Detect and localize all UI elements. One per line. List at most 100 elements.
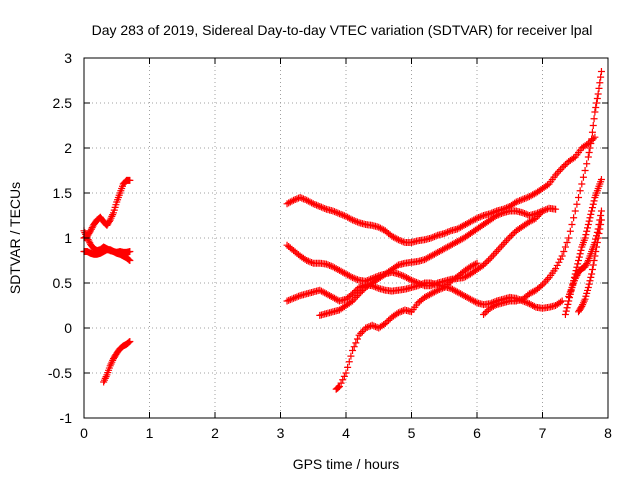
data-point — [352, 275, 360, 283]
data-point — [291, 294, 299, 302]
data-point — [574, 260, 582, 268]
x-tick-label: 7 — [539, 425, 547, 441]
data-point — [365, 323, 373, 331]
x-tick-label: 3 — [277, 425, 285, 441]
data-point — [335, 383, 343, 391]
x-tick-label: 1 — [146, 425, 154, 441]
series-arc-3 — [80, 176, 134, 242]
data-point — [306, 258, 314, 266]
data-point — [124, 255, 132, 263]
data-point — [534, 209, 542, 217]
data-point — [283, 297, 291, 305]
y-tick-label: 2.5 — [53, 95, 73, 111]
data-point — [543, 181, 551, 189]
data-point — [432, 287, 440, 295]
data-point — [353, 292, 361, 300]
data-point — [471, 260, 479, 268]
data-point — [347, 352, 355, 360]
data-point — [530, 302, 538, 310]
data-point — [589, 122, 597, 129]
data-point — [588, 270, 596, 278]
data-point — [588, 204, 596, 212]
data-point — [494, 211, 502, 219]
data-point — [519, 195, 527, 203]
data-point — [335, 210, 343, 218]
data-point — [394, 236, 402, 244]
data-point — [344, 363, 352, 371]
data-point — [371, 283, 379, 291]
data-point — [350, 274, 358, 282]
data-point — [570, 154, 578, 162]
data-point — [596, 216, 604, 224]
data-point — [357, 288, 365, 296]
data-point — [288, 197, 296, 205]
data-point — [535, 208, 543, 216]
data-point — [597, 68, 605, 75]
data-point — [565, 234, 573, 242]
y-tick-label: 1 — [64, 230, 72, 246]
x-axis-label: GPS time / hours — [293, 456, 400, 472]
data-point — [478, 212, 486, 220]
data-point — [576, 250, 584, 258]
data-point — [290, 294, 298, 302]
series-arc-4 — [100, 338, 134, 386]
data-point — [444, 280, 452, 288]
data-point — [496, 244, 504, 252]
data-point — [555, 167, 563, 175]
data-point — [385, 316, 393, 324]
data-point — [584, 224, 592, 232]
data-point — [473, 259, 481, 267]
data-point — [347, 215, 355, 223]
data-point — [583, 260, 591, 268]
x-tick-label: 8 — [604, 425, 612, 441]
data-point — [332, 208, 340, 216]
x-tick-label: 5 — [408, 425, 416, 441]
data-point — [295, 292, 303, 300]
data-point — [394, 309, 402, 317]
data-point — [524, 193, 532, 201]
data-point — [383, 318, 391, 326]
data-point — [291, 196, 299, 204]
data-point — [561, 243, 569, 251]
data-point — [349, 290, 357, 298]
data-point — [575, 253, 583, 261]
data-point — [337, 210, 345, 218]
data-point — [290, 196, 298, 204]
data-point — [87, 225, 95, 233]
data-point — [591, 239, 599, 246]
data-point — [564, 300, 572, 308]
data-point — [586, 214, 594, 222]
series-arc-10 — [480, 68, 605, 318]
data-point — [573, 263, 581, 271]
data-point — [571, 275, 579, 282]
data-point — [493, 212, 501, 219]
data-point — [486, 210, 494, 218]
x-tick-label: 0 — [80, 425, 88, 441]
data-point — [126, 338, 134, 345]
data-point — [414, 282, 422, 290]
data-point — [335, 383, 343, 390]
y-tick-label: -1 — [60, 410, 73, 426]
data-point — [539, 207, 546, 215]
data-point — [303, 257, 311, 264]
data-point — [298, 194, 306, 202]
data-point — [398, 237, 406, 245]
data-point — [555, 258, 563, 266]
data-point — [581, 234, 589, 242]
data-point — [590, 197, 598, 205]
data-point — [126, 257, 134, 264]
data-point — [440, 230, 448, 237]
data-point — [419, 280, 427, 288]
data-point — [442, 282, 450, 290]
data-point — [350, 343, 358, 351]
data-point — [573, 271, 581, 279]
axis-ticks: 0 1 2 3 4 5 6 7 8 -1 -0.5 0 0.5 1 1.5 2 2.5 3 — [48, 50, 612, 441]
data-point — [582, 231, 590, 239]
data-point — [491, 249, 499, 257]
data-point — [488, 253, 496, 261]
data-point — [396, 271, 404, 279]
data-point — [594, 90, 602, 98]
data-point — [579, 173, 587, 181]
y-tick-label: 1.5 — [53, 185, 73, 201]
data-point — [584, 221, 592, 228]
